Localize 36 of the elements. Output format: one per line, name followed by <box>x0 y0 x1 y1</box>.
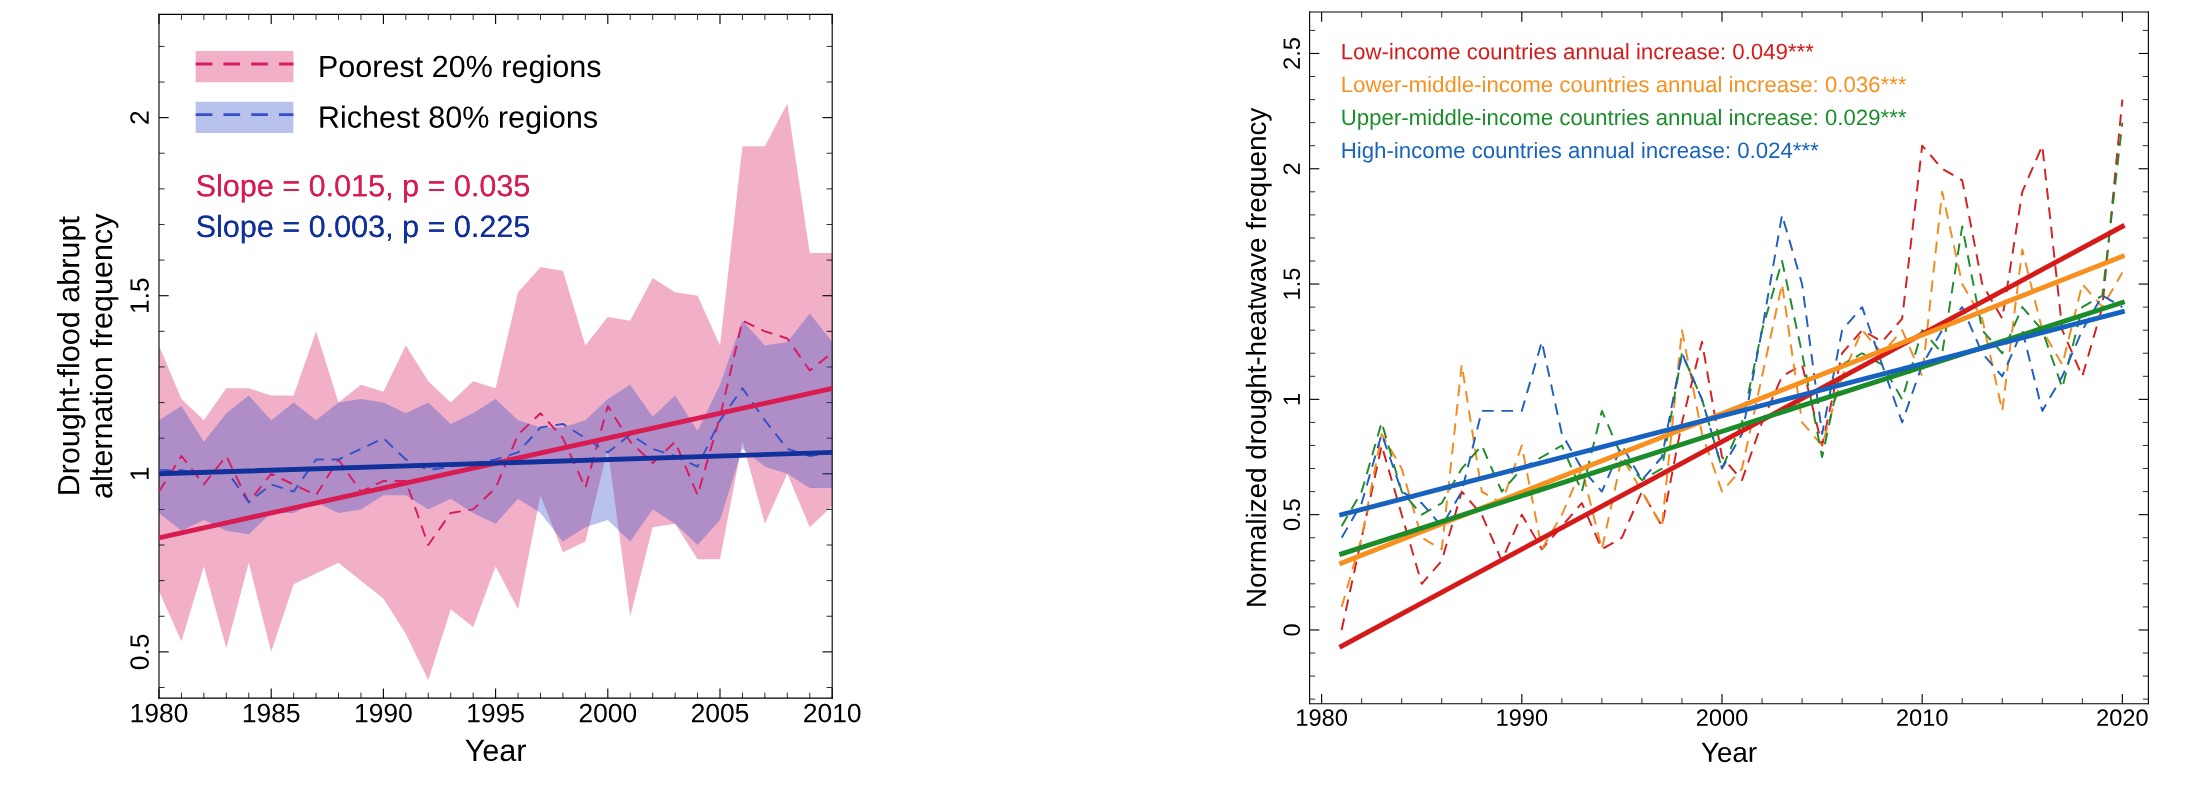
text: Lower-middle-income countries annual increase: 0.036*** <box>1342 76 1907 93</box>
y-axis-title: Normalized drought-heatwave frequency <box>1245 107 1272 606</box>
x-tick-label: 1980 <box>1297 709 1347 726</box>
text: Low-income countries annual increase: 0.049*** <box>1342 43 1814 60</box>
x-tick-label: 2000 <box>579 703 637 723</box>
x-axis-title: Year <box>1701 742 1757 763</box>
x-tick-label: 2020 <box>2097 709 2148 726</box>
x-tick-label: 1990 <box>356 703 412 723</box>
text: High-income countries annual increase: 0.024*** <box>1342 141 1819 163</box>
legend-label: Richest 80% regions <box>320 105 598 134</box>
x-tick-label: 2000 <box>1696 709 1748 726</box>
x-tick-label: 2010 <box>804 703 861 723</box>
x-tick-label: 1985 <box>243 703 300 723</box>
x-tick-label: 1995 <box>468 703 524 723</box>
y-tick-label: 2 <box>1283 163 1300 175</box>
line-series <box>1340 213 2124 539</box>
y-tick-label: 1 <box>130 467 149 480</box>
x-tick-label: 1990 <box>1497 709 1548 726</box>
legend-label: Poorest 20% regions <box>320 54 601 84</box>
x-tick-label: 2005 <box>691 703 749 723</box>
x-tick-label: 1980 <box>131 703 188 723</box>
line-series <box>1340 190 2124 608</box>
text: Slope = 0.003, p = 0.225 <box>197 214 530 244</box>
x-axis-title: Year <box>465 739 526 762</box>
y-tick-label: 1.5 <box>1283 268 1301 299</box>
y-tick-label: 1 <box>1283 393 1300 405</box>
y-tick-label: 2.5 <box>1283 38 1301 69</box>
y-tick-label: 1.5 <box>130 278 149 313</box>
y-tick-label: 2 <box>130 111 149 124</box>
y-tick-label: 0.5 <box>130 634 149 670</box>
y-tick-label: 0.5 <box>1283 499 1301 531</box>
x-tick-label: 2010 <box>1897 709 1948 726</box>
text: Upper-middle-income countries annual increase: 0.029*** <box>1342 108 1907 130</box>
text: Slope = 0.015, p = 0.035 <box>197 174 530 203</box>
y-axis-title: Drought-flood abrupt alternation frequency <box>57 213 119 498</box>
y-tick-label: 0 <box>1283 624 1301 636</box>
